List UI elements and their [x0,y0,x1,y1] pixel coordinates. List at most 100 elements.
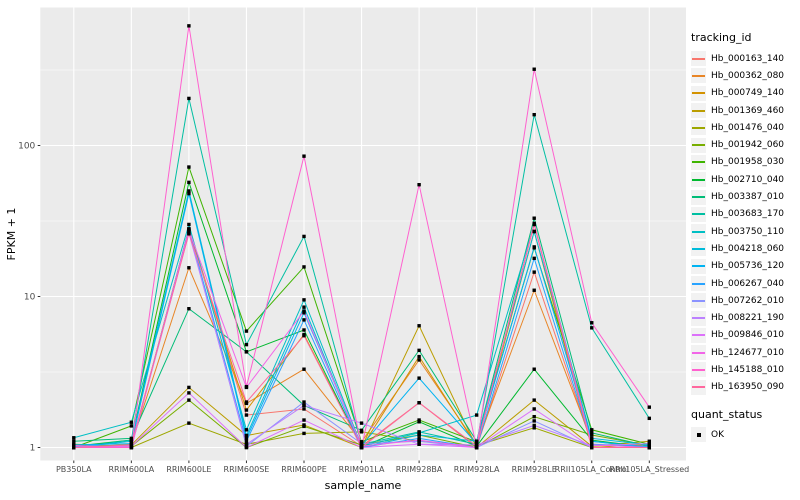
ok-point-swatch [691,427,706,443]
data-point [244,400,249,404]
x-axis-title: sample_name [325,479,402,492]
data-point [590,326,594,330]
legend-item-Hb_003387_010: Hb_003387_010 [691,188,799,205]
data-point [532,245,536,249]
series-line-icon [692,317,705,320]
legend-title-tracking-id: tracking_id [691,31,752,44]
data-point [244,439,249,443]
series-line-icon [692,230,705,233]
data-point [532,256,536,261]
series-line-icon [692,161,705,164]
legend-item-label: Hb_007262_010 [711,295,785,306]
legend-item-label: Hb_000362_080 [711,70,785,81]
data-point [129,443,134,447]
series-color-swatch [691,85,706,101]
data-point [129,439,134,443]
x-tick-label: RRIM928BA [396,465,443,474]
legend-item-label: Hb_001369_460 [711,105,785,116]
series-line-icon [692,247,705,250]
series-color-swatch [691,293,706,309]
x-tick-label: RRIM600PE [281,465,327,474]
data-point [417,418,421,422]
legend-item-label: Hb_124677_010 [711,347,785,358]
data-point [244,342,249,347]
series-color-swatch [691,327,706,343]
data-point [302,424,306,429]
data-point [532,229,536,234]
series-color-swatch [691,276,706,291]
data-point [647,439,651,443]
data-point [187,191,191,196]
legend-item-label: Hb_004218_060 [711,243,785,254]
data-point [302,318,306,322]
legend-item-ok: OK [691,426,799,443]
data-point [532,419,536,423]
series-line-icon [692,282,705,285]
series-color-swatch [691,137,706,153]
series-line-icon [692,109,705,112]
x-tick-label: RRIM901LA [339,465,385,474]
data-point [302,431,306,436]
series-line-icon [692,57,705,60]
data-point [359,421,364,425]
data-point [302,298,306,302]
data-point [302,367,306,371]
legend-item-Hb_001476_040: Hb_001476_040 [691,119,799,136]
legend-item-label: Hb_001958_030 [711,157,785,168]
data-point [187,24,191,28]
legend-item-label: Hb_003750_110 [711,226,785,237]
data-point [532,288,536,292]
data-point [129,436,134,441]
series-color-swatch [691,224,706,240]
x-tick-label: RRIM928LA [454,465,500,474]
legend-item-Hb_001369_460: Hb_001369_460 [691,102,799,119]
data-point [590,445,594,450]
series-color-swatch [691,120,706,136]
x-tick-label: RRIM600LE [166,465,211,474]
data-point [417,401,421,405]
plot-panel [40,7,687,461]
legend-item-Hb_000749_140: Hb_000749_140 [691,85,799,102]
legend-item-label: Hb_003683_170 [711,209,785,220]
data-point [187,222,191,227]
legend-item-Hb_145188_010: Hb_145188_010 [691,361,799,378]
data-point [590,431,594,435]
data-point [359,428,364,432]
x-tick-label: RRIM600LA [108,465,154,474]
series-color-swatch [691,379,706,395]
data-point [187,421,191,425]
data-point [532,367,536,371]
data-point [302,400,306,404]
y-tick-label: 1 [30,444,36,454]
data-point [532,270,536,274]
data-point [72,443,76,448]
data-point [417,431,421,435]
legend-item-Hb_009846_010: Hb_009846_010 [691,327,799,344]
data-point [417,438,421,442]
legend-item-Hb_001958_030: Hb_001958_030 [691,154,799,171]
series-line-icon [692,334,705,337]
data-point [417,324,421,328]
legend-item-label: OK [711,429,724,440]
data-point [302,154,306,158]
data-point [244,408,249,412]
data-point [302,305,306,309]
data-point [532,112,536,117]
data-point [72,439,76,443]
data-point [244,329,249,333]
data-point [244,433,249,438]
legend-item-Hb_007262_010: Hb_007262_010 [691,292,799,309]
data-point [129,420,134,424]
legend-item-Hb_001942_060: Hb_001942_060 [691,136,799,153]
legend-item-label: Hb_163950_090 [711,382,785,393]
data-point [359,441,364,446]
data-point [647,445,651,450]
data-point [417,433,421,437]
data-point [532,414,536,419]
data-point [474,413,479,417]
data-point [302,234,306,239]
series-line-icon [692,213,705,216]
series-color-swatch [691,345,706,361]
